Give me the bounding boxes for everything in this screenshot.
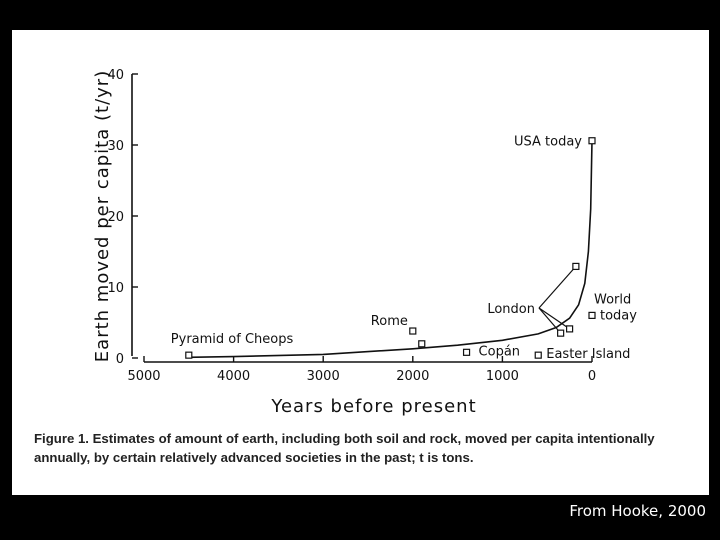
scatter-chart: 5000 4000 3000 2000 1000 0 0 10 20 30 40 London Pyr… (92, 68, 637, 417)
point-label: today (600, 308, 637, 323)
data-point (534, 351, 542, 359)
chart-axes: 5000 4000 3000 2000 1000 0 0 10 20 30 40 (107, 68, 596, 384)
figure-caption: Figure 1. Estimates of amount of earth, … (34, 431, 655, 465)
annotation-leader-line (538, 266, 577, 309)
y-tick-label: 10 (107, 281, 124, 296)
data-points-layer (185, 137, 596, 359)
data-point (588, 137, 596, 145)
point-label: Rome (371, 314, 408, 329)
x-axis-label: Years before present (270, 396, 476, 417)
data-point (588, 311, 596, 319)
point-labels-layer: London Pyramid of Cheops Rome Copán Easter I… (171, 135, 637, 362)
data-point (565, 325, 574, 333)
x-tick-label: 3000 (307, 369, 340, 384)
x-tick-label: 5000 (127, 369, 160, 384)
data-point (572, 262, 580, 271)
annotation-label-london: London (487, 302, 535, 317)
source-credit: From Hooke, 2000 (569, 502, 706, 520)
point-label: Pyramid of Cheops (171, 332, 294, 347)
x-tick-label: 2000 (396, 369, 429, 384)
trend-curve-layer (188, 140, 593, 359)
data-point (462, 348, 471, 356)
point-label: Copán (479, 344, 521, 359)
point-label: Easter Island (546, 347, 630, 362)
point-label: USA today (514, 135, 582, 150)
point-label: World (594, 292, 631, 307)
y-tick-label: 20 (107, 210, 124, 225)
annotation-leader-line (538, 307, 562, 334)
data-point (418, 340, 426, 348)
figure-panel: 5000 4000 3000 2000 1000 0 0 10 20 30 40 London Pyr… (12, 30, 709, 495)
x-tick-label: 1000 (486, 369, 519, 384)
y-tick-label: 40 (107, 68, 124, 83)
y-tick-label: 0 (116, 352, 124, 367)
data-point (409, 327, 417, 335)
y-axis-label: Earth moved per capita (t/yr) (92, 70, 113, 362)
x-tick-label: 4000 (217, 369, 250, 384)
data-point (185, 351, 193, 359)
y-tick-label: 30 (107, 139, 124, 154)
annotation-leader-line (538, 307, 570, 330)
x-tick-label: 0 (588, 369, 596, 384)
trend-curve (188, 140, 593, 359)
data-point (557, 329, 565, 337)
